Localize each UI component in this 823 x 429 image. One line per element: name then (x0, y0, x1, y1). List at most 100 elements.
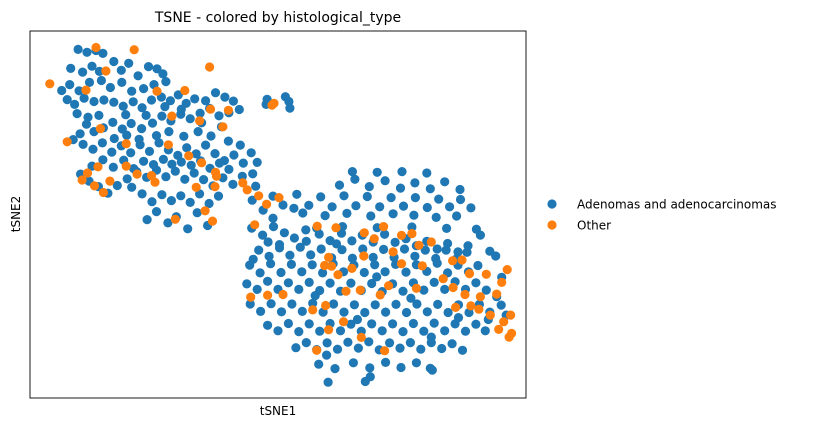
point-adenomas-135 (164, 127, 174, 137)
point-adenomas-1 (82, 47, 92, 57)
point-other-43 (250, 220, 260, 230)
x-axis-label: tSNE1 (260, 404, 297, 418)
point-adenomas-53 (157, 111, 167, 121)
point-adenomas-166 (268, 222, 279, 232)
point-adenomas-321 (381, 357, 391, 367)
point-adenomas-219 (380, 267, 390, 277)
point-adenomas-342 (422, 202, 432, 213)
point-other-46 (359, 228, 369, 238)
point-adenomas-140 (109, 133, 119, 144)
point-adenomas-213 (318, 268, 328, 278)
point-adenomas-181 (432, 244, 442, 254)
point-adenomas-69 (126, 148, 136, 158)
point-adenomas-286 (346, 319, 356, 329)
point-adenomas-268 (401, 307, 412, 318)
point-adenomas-15 (161, 77, 171, 87)
point-other-93 (338, 317, 349, 327)
point-adenomas-47 (214, 111, 224, 121)
point-adenomas-61 (81, 119, 92, 129)
point-adenomas-277 (496, 300, 506, 310)
point-adenomas-384 (331, 239, 342, 249)
point-adenomas-255 (266, 299, 276, 309)
point-other-60 (396, 259, 407, 269)
point-other-42 (207, 216, 218, 226)
point-adenomas-148 (223, 136, 233, 146)
point-other-89 (504, 332, 514, 342)
point-adenomas-239 (346, 278, 356, 288)
point-adenomas-292 (408, 318, 418, 329)
point-adenomas-37 (165, 96, 175, 106)
point-adenomas-247 (429, 277, 439, 287)
point-adenomas-153 (83, 112, 93, 122)
point-adenomas-108 (158, 154, 168, 164)
point-adenomas-271 (433, 299, 443, 309)
point-adenomas-194 (347, 253, 357, 263)
point-other-87 (494, 324, 504, 334)
point-adenomas-17 (139, 84, 149, 94)
point-adenomas-5 (87, 61, 97, 71)
point-other-86 (506, 310, 516, 320)
point-other-66 (502, 265, 512, 275)
point-adenomas-237 (325, 278, 335, 288)
point-adenomas-217 (359, 267, 369, 278)
point-adenomas-150 (246, 148, 256, 158)
point-other-59 (347, 263, 357, 273)
point-adenomas-88 (189, 168, 199, 178)
point-adenomas-209 (276, 267, 286, 278)
point-adenomas-67 (107, 147, 117, 157)
point-adenomas-350 (342, 208, 352, 218)
point-other-29 (191, 182, 201, 192)
point-adenomas-340 (398, 201, 409, 211)
point-adenomas-338 (375, 202, 385, 212)
point-other-91 (321, 300, 331, 311)
point-adenomas-23 (74, 86, 84, 96)
point-adenomas-349 (320, 211, 330, 221)
point-adenomas-55 (137, 124, 147, 134)
point-other-95 (380, 346, 390, 356)
point-adenomas-114 (214, 158, 225, 168)
point-other-65 (464, 269, 475, 279)
point-adenomas-38 (173, 90, 183, 100)
point-other-28 (150, 177, 160, 187)
point-adenomas-359 (380, 176, 390, 186)
point-adenomas-295 (440, 326, 450, 336)
point-adenomas-109 (167, 159, 177, 169)
point-adenomas-66 (97, 138, 107, 148)
point-other-53 (388, 247, 398, 257)
point-adenomas-152 (72, 109, 82, 119)
point-adenomas-136 (179, 131, 189, 141)
point-other-6 (152, 86, 162, 96)
point-other-67 (497, 277, 507, 287)
point-adenomas-305 (343, 337, 353, 347)
point-adenomas-272 (443, 307, 453, 318)
point-adenomas-147 (121, 110, 131, 120)
point-adenomas-71 (144, 146, 155, 156)
point-adenomas-345 (455, 194, 466, 205)
point-adenomas-334 (327, 202, 337, 212)
point-other-40 (200, 206, 210, 216)
point-adenomas-186 (264, 251, 274, 261)
point-adenomas-310 (395, 343, 405, 353)
point-adenomas-224 (432, 258, 442, 268)
point-adenomas-8 (94, 66, 104, 76)
point-adenomas-162 (289, 203, 299, 213)
point-other-0 (91, 42, 101, 53)
point-adenomas-45 (234, 104, 244, 115)
point-adenomas-374 (407, 222, 417, 232)
point-adenomas-110 (176, 157, 186, 167)
point-adenomas-91 (161, 172, 171, 182)
point-adenomas-290 (388, 319, 398, 329)
chart-title: TSNE - colored by histological_type (154, 10, 401, 26)
point-other-79 (411, 283, 421, 293)
point-adenomas-10 (124, 58, 134, 68)
point-other-15 (121, 139, 131, 149)
point-other-18 (197, 158, 207, 168)
point-adenomas-78 (210, 149, 220, 159)
y-axis-label: tSNE2 (9, 196, 23, 233)
point-adenomas-270 (422, 307, 432, 317)
point-adenomas-369 (248, 254, 258, 264)
legend-label-adenomas: Adenomas and adenocarcinomas (577, 198, 777, 212)
point-adenomas-7 (78, 67, 88, 77)
point-adenomas-391 (426, 332, 436, 342)
point-adenomas-314 (437, 343, 447, 354)
